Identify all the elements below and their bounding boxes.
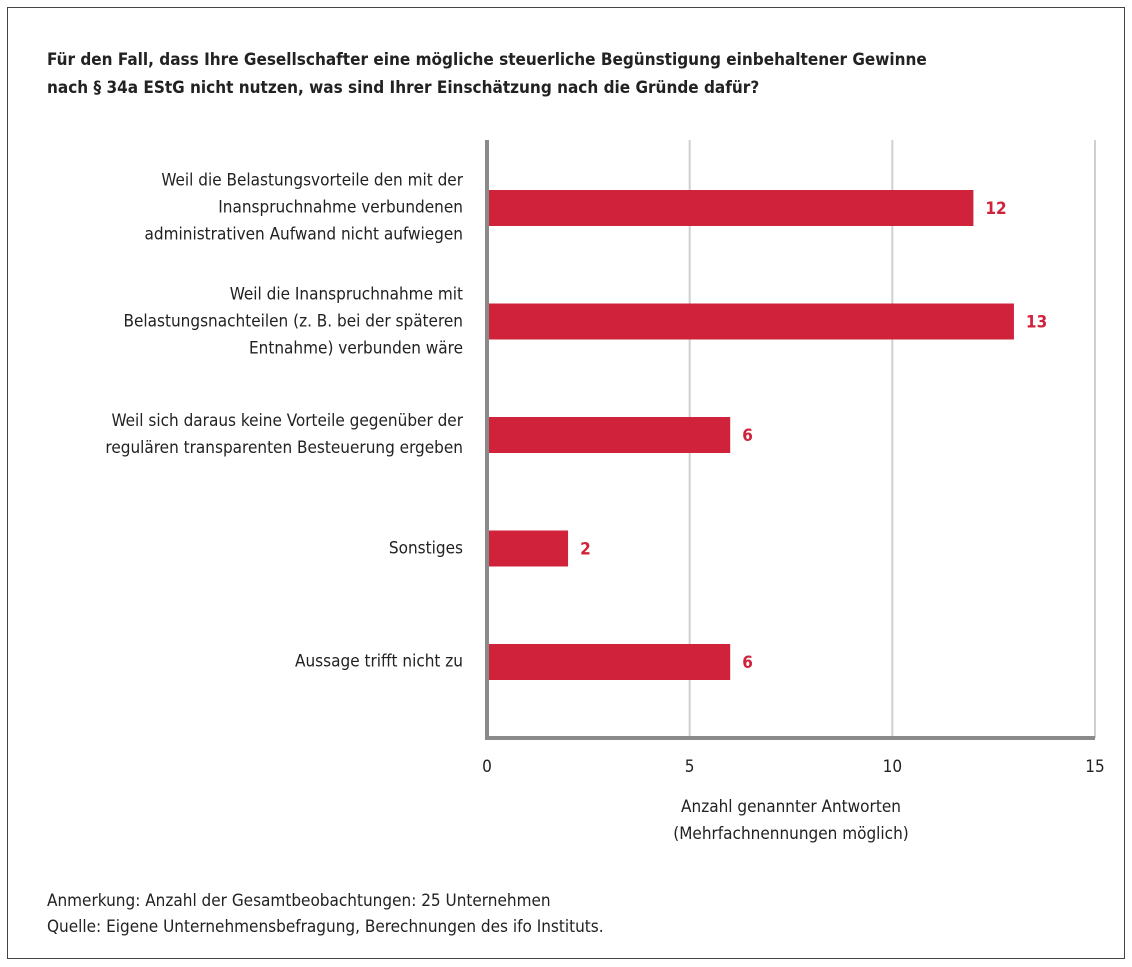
bar [487, 303, 1014, 340]
bar [487, 530, 569, 567]
category-label: Weil die Belastungsvorteile den mit der … [144, 170, 463, 245]
frame [7, 7, 1125, 959]
x-tick-label: 10 [882, 757, 903, 777]
value-label: 2 [580, 540, 591, 560]
source: Quelle: Eigene Unternehmensbefragung, Be… [47, 917, 604, 937]
value-label: 13 [1026, 313, 1047, 333]
x-tick-label: 5 [684, 757, 695, 777]
x-tick-label: 15 [1085, 757, 1105, 777]
note: Anmerkung: Anzahl der Gesamtbeobachtunge… [47, 891, 551, 911]
bar [487, 417, 731, 453]
category-label: Weil sich daraus keine Vorteile gegenübe… [105, 411, 463, 458]
category-label: Aussage trifft nicht zu [295, 651, 463, 672]
category-label: Weil die Inanspruchnahme mit Belastungsn… [123, 284, 464, 358]
value-label: 12 [985, 199, 1006, 219]
value-label: 6 [742, 426, 753, 446]
category-label: Sonstiges [388, 538, 463, 558]
x-axis-label: Anzahl genannter Antworten (Mehrfachnenn… [673, 797, 909, 844]
bar [487, 644, 731, 680]
bar [487, 190, 974, 226]
x-tick-label: 0 [482, 757, 492, 777]
chart-title: Für den Fall, dass Ihre Gesellschafter e… [47, 50, 927, 98]
value-label: 6 [742, 653, 753, 673]
